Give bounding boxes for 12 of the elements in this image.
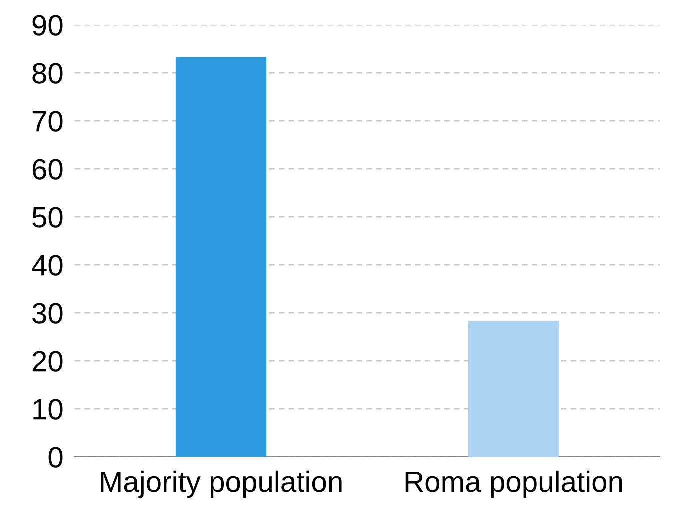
- y-tick-label: 90: [32, 15, 63, 36]
- y-tick-label: 60: [32, 159, 63, 180]
- y-tick-label: 80: [32, 63, 63, 84]
- y-tick-label: 30: [32, 303, 63, 324]
- y-tick-label: 70: [32, 111, 63, 132]
- x-tick-label: Roma population: [406, 470, 622, 498]
- y-tick-label: 20: [32, 351, 63, 372]
- y-tick-label: 0: [48, 447, 63, 468]
- y-tick-label: 40: [32, 255, 63, 276]
- y-tick-label: 50: [32, 207, 63, 228]
- x-tick-label: Majority population: [101, 470, 342, 498]
- y-tick-label: 10: [34, 399, 63, 420]
